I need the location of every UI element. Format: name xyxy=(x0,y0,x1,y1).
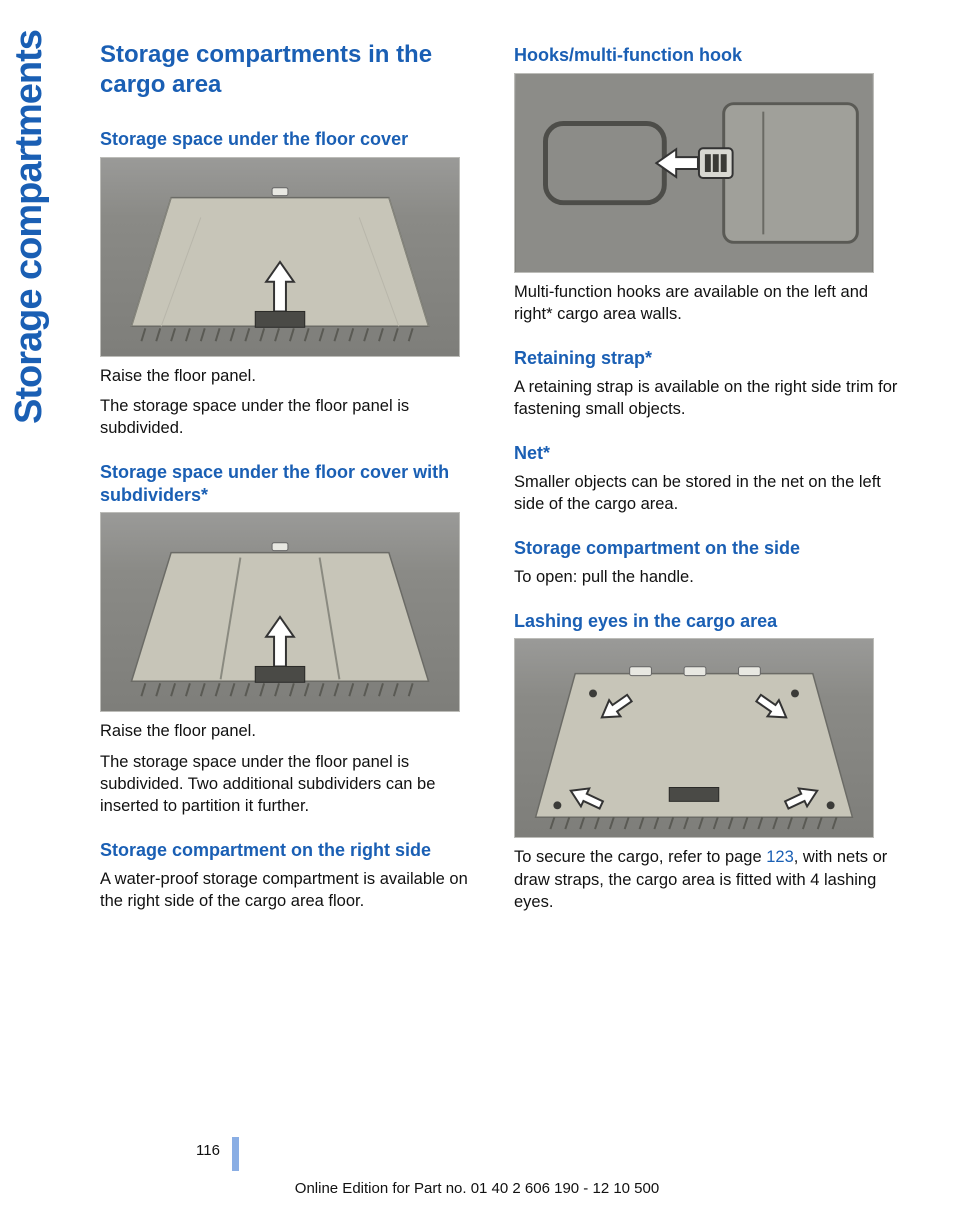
body-paragraph: Raise the floor panel. xyxy=(100,365,486,387)
subsection-heading: Hooks/multi-function hook xyxy=(514,44,900,67)
page-body: Storage compartments in the cargo area S… xyxy=(100,40,900,921)
body-paragraph: Raise the floor panel. xyxy=(100,720,486,742)
lashing-eyes-illustration xyxy=(514,638,874,838)
body-paragraph: A retaining strap is available on the ri… xyxy=(514,376,900,421)
floor-cover-illustration xyxy=(100,157,460,357)
hook-icon xyxy=(699,148,733,178)
body-paragraph: Multi-function hooks are available on th… xyxy=(514,281,900,326)
body-paragraph: To open: pull the handle. xyxy=(514,566,900,588)
hooks-illustration xyxy=(514,73,874,273)
page-number-bar xyxy=(232,1137,239,1171)
subsection-heading: Storage space under the floor cover xyxy=(100,128,486,151)
body-paragraph: To secure the cargo, refer to page 123, … xyxy=(514,846,900,913)
floor-cover-subdivider-illustration xyxy=(100,512,460,712)
subsection-heading: Storage compartment on the side xyxy=(514,537,900,560)
page-number: 116 xyxy=(196,1142,220,1159)
subsection-heading: Retaining strap* xyxy=(514,347,900,370)
body-paragraph: Smaller objects can be stored in the net… xyxy=(514,471,900,516)
section-heading: Storage compartments in the cargo area xyxy=(100,40,486,100)
footer-text: Online Edition for Part no. 01 40 2 606 … xyxy=(0,1180,954,1197)
subsection-heading: Lashing eyes in the cargo area xyxy=(514,610,900,633)
side-chapter-label: Storage compartments xyxy=(8,30,52,450)
body-paragraph: A water-proof storage compartment is ava… xyxy=(100,868,486,913)
right-column: Hooks/multi-function hook M xyxy=(514,40,900,921)
subsection-heading: Storage compartment on the right side xyxy=(100,839,486,862)
body-paragraph: The storage space under the floor panel … xyxy=(100,751,486,818)
subsection-heading: Storage space under the floor cover with… xyxy=(100,461,486,506)
page-reference-link[interactable]: 123 xyxy=(766,848,794,866)
body-paragraph: The storage space under the floor panel … xyxy=(100,395,486,440)
subsection-heading: Net* xyxy=(514,442,900,465)
text-fragment: To secure the cargo, refer to page xyxy=(514,848,766,866)
left-column: Storage compartments in the cargo area S… xyxy=(100,40,486,921)
